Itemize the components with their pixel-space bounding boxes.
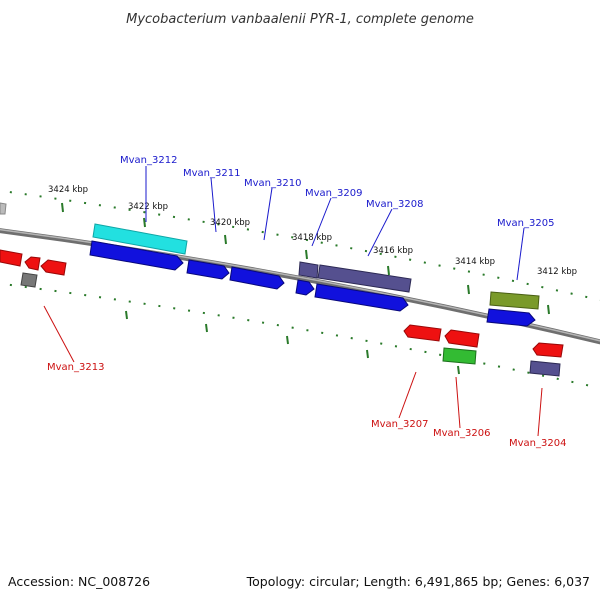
gene-mvan-3205-olive[interactable] [489, 291, 540, 310]
gene-label-mvan-3205[interactable]: Mvan_3205 [497, 218, 554, 229]
gene-label-mvan-3207[interactable]: Mvan_3207 [371, 419, 428, 430]
gene-red-4[interactable] [444, 329, 480, 348]
genome-summary-text: Topology: circular; Length: 6,491,865 bp… [246, 574, 590, 589]
kbp-label: 3414 kbp [455, 257, 495, 267]
gene-red-3[interactable] [40, 259, 67, 276]
gene-red-2[interactable] [24, 256, 41, 271]
gene-cds-blue-4[interactable] [295, 279, 315, 296]
gene-cds-blue-6[interactable] [486, 308, 536, 327]
gene-cds-blue-5[interactable] [314, 283, 409, 312]
gene-slate-mvan-3204[interactable] [529, 360, 561, 377]
gene-red-5[interactable] [532, 342, 564, 358]
gene-cds-blue-3[interactable] [229, 266, 285, 290]
forward-leader-lines [145, 166, 525, 281]
gene-gray[interactable] [20, 272, 38, 288]
accession-text: Accession: NC_008726 [8, 574, 150, 589]
kbp-label: 3420 kbp [210, 218, 250, 228]
gene-green-mvan-3206[interactable] [442, 347, 477, 365]
gene-mvan-3208-slate[interactable] [317, 264, 412, 293]
gene-cds-blue-1[interactable] [89, 240, 184, 271]
minor-ticks-inner [125, 310, 460, 375]
gene-label-mvan-3209[interactable]: Mvan_3209 [305, 188, 362, 199]
gene-label-mvan-3206[interactable]: Mvan_3206 [433, 428, 490, 439]
gene-fragment-gray[interactable] [0, 202, 7, 215]
kbp-label: 3422 kbp [128, 202, 168, 212]
gene-label-mvan-3204[interactable]: Mvan_3204 [509, 438, 566, 449]
map-title: Mycobacterium vanbaalenii PYR-1, complet… [126, 12, 474, 27]
gene-cds-blue-2[interactable] [186, 259, 230, 280]
gene-red-1[interactable] [0, 249, 23, 267]
kbp-label: 3412 kbp [537, 267, 577, 277]
kbp-label: 3418 kbp [292, 233, 332, 243]
kbp-label: 3416 kbp [373, 246, 413, 256]
major-ticks [61, 202, 550, 315]
gene-label-mvan-3211[interactable]: Mvan_3211 [183, 168, 240, 179]
gene-label-mvan-3208[interactable]: Mvan_3208 [366, 199, 423, 210]
gene-label-mvan-3210[interactable]: Mvan_3210 [244, 178, 301, 189]
reverse-features [0, 249, 564, 377]
kbp-label: 3424 kbp [48, 185, 88, 195]
gene-red-mvan-3207[interactable] [403, 324, 442, 342]
gene-mvan-3212-cyan[interactable] [92, 223, 188, 255]
gene-label-mvan-3213[interactable]: Mvan_3213 [47, 362, 104, 373]
gene-mvan-3209-slate[interactable] [298, 261, 319, 279]
reverse-leader-lines [43, 305, 543, 437]
forward-features [0, 202, 540, 327]
gene-label-mvan-3212[interactable]: Mvan_3212 [120, 155, 177, 166]
